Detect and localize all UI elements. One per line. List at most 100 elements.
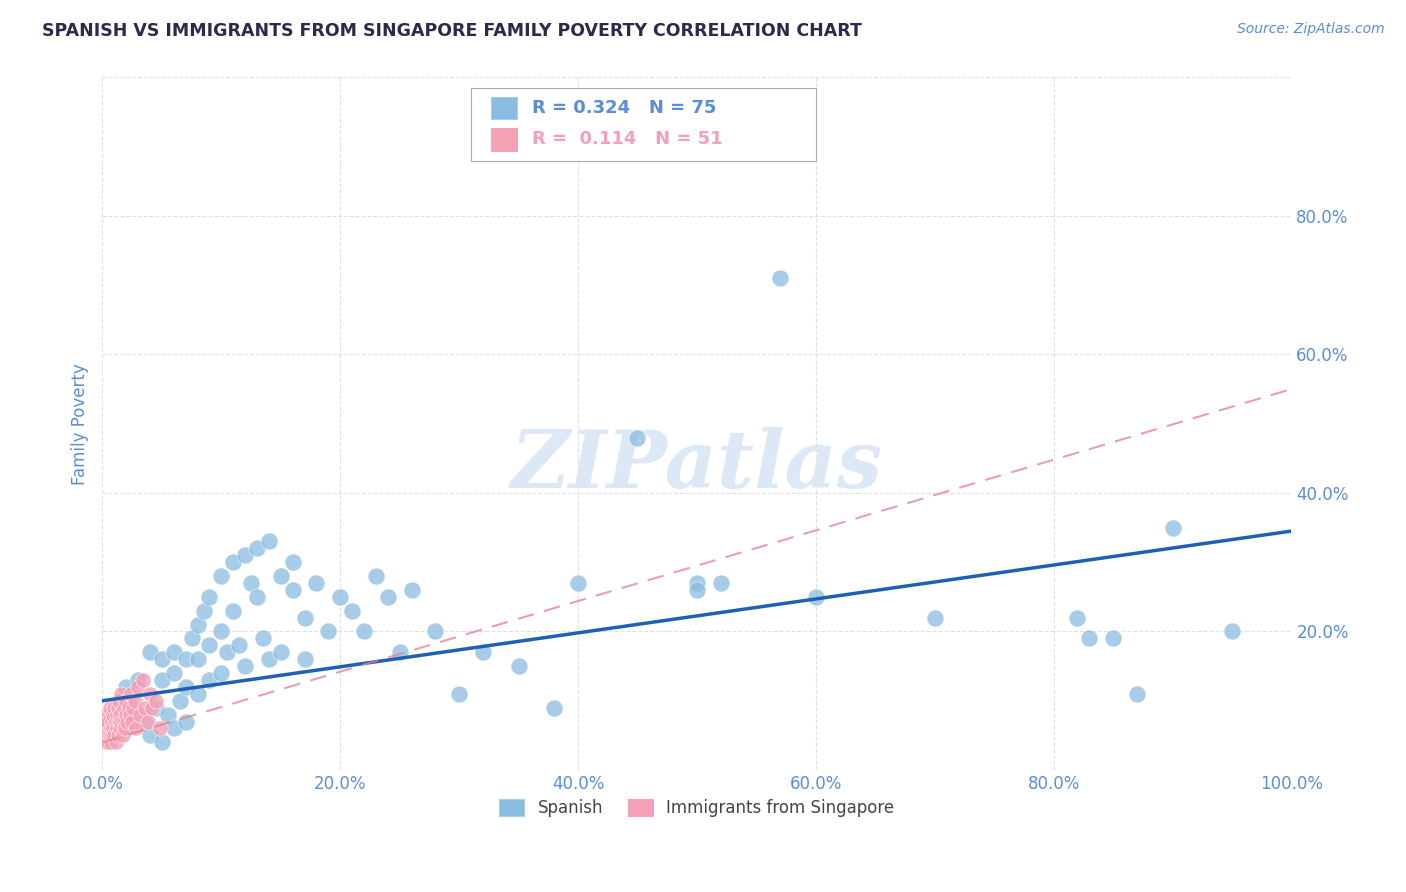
- Point: [1161, 520, 1184, 534]
- Point: [115, 680, 138, 694]
- Point: [94, 735, 117, 749]
- Point: [449, 687, 471, 701]
- Point: [139, 687, 162, 701]
- Point: [217, 645, 239, 659]
- Point: [115, 694, 138, 708]
- Point: [233, 659, 256, 673]
- Text: SPANISH VS IMMIGRANTS FROM SINGAPORE FAMILY POVERTY CORRELATION CHART: SPANISH VS IMMIGRANTS FROM SINGAPORE FAM…: [42, 22, 862, 40]
- Point: [97, 735, 120, 749]
- Text: R =  0.114   N = 51: R = 0.114 N = 51: [531, 130, 723, 148]
- Point: [187, 617, 209, 632]
- Point: [543, 700, 565, 714]
- Point: [112, 714, 135, 729]
- Point: [686, 582, 709, 597]
- Point: [281, 555, 304, 569]
- Point: [132, 673, 155, 687]
- Point: [198, 590, 221, 604]
- Point: [121, 714, 143, 729]
- Point: [209, 569, 232, 583]
- Point: [246, 541, 269, 556]
- Point: [710, 576, 733, 591]
- Point: [198, 638, 221, 652]
- Point: [804, 590, 827, 604]
- Point: [209, 624, 232, 639]
- Point: [163, 722, 186, 736]
- Point: [198, 673, 221, 687]
- Point: [104, 735, 127, 749]
- Point: [108, 694, 131, 708]
- Point: [169, 694, 191, 708]
- Point: [107, 728, 129, 742]
- Point: [94, 722, 117, 736]
- Point: [96, 728, 118, 742]
- Point: [98, 700, 121, 714]
- Point: [145, 694, 167, 708]
- Point: [222, 555, 245, 569]
- Point: [101, 707, 124, 722]
- Point: [150, 652, 173, 666]
- Point: [163, 645, 186, 659]
- Point: [132, 714, 155, 729]
- Point: [156, 707, 179, 722]
- Point: [174, 714, 197, 729]
- Point: [222, 604, 245, 618]
- Point: [100, 735, 122, 749]
- Point: [270, 645, 292, 659]
- Point: [105, 707, 128, 722]
- Point: [377, 590, 399, 604]
- Point: [364, 569, 387, 583]
- Text: R = 0.324   N = 75: R = 0.324 N = 75: [531, 99, 716, 117]
- FancyBboxPatch shape: [491, 128, 517, 151]
- Point: [139, 645, 162, 659]
- Point: [425, 624, 447, 639]
- Point: [924, 610, 946, 624]
- Point: [1078, 632, 1101, 646]
- Point: [1220, 624, 1243, 639]
- Point: [1066, 610, 1088, 624]
- Point: [101, 714, 124, 729]
- Point: [567, 576, 589, 591]
- Point: [150, 735, 173, 749]
- Point: [388, 645, 411, 659]
- Point: [111, 728, 134, 742]
- Point: [115, 707, 138, 722]
- Point: [257, 534, 280, 549]
- Point: [148, 722, 170, 736]
- Legend: Spanish, Immigrants from Singapore: Spanish, Immigrants from Singapore: [492, 792, 901, 824]
- Point: [127, 673, 149, 687]
- Point: [686, 576, 709, 591]
- Point: [103, 728, 125, 742]
- Point: [129, 707, 152, 722]
- Point: [107, 700, 129, 714]
- Text: Source: ZipAtlas.com: Source: ZipAtlas.com: [1237, 22, 1385, 37]
- Point: [110, 714, 132, 729]
- Point: [270, 569, 292, 583]
- Point: [353, 624, 375, 639]
- Point: [305, 576, 328, 591]
- Y-axis label: Family Poverty: Family Poverty: [72, 363, 89, 484]
- Point: [145, 700, 167, 714]
- Point: [187, 652, 209, 666]
- Point: [104, 714, 127, 729]
- Point: [108, 714, 131, 729]
- Point: [294, 652, 316, 666]
- Point: [329, 590, 352, 604]
- Point: [209, 666, 232, 681]
- Point: [117, 714, 139, 729]
- Point: [471, 645, 494, 659]
- Point: [401, 582, 423, 597]
- Point: [100, 722, 122, 736]
- Point: [118, 707, 141, 722]
- Point: [626, 431, 648, 445]
- Point: [96, 707, 118, 722]
- Text: ZIPatlas: ZIPatlas: [510, 426, 883, 504]
- Point: [1102, 632, 1125, 646]
- Point: [163, 666, 186, 681]
- Point: [110, 722, 132, 736]
- Point: [187, 687, 209, 701]
- Point: [246, 590, 269, 604]
- Point: [110, 707, 132, 722]
- Point: [98, 728, 121, 742]
- Point: [139, 728, 162, 742]
- Point: [112, 700, 135, 714]
